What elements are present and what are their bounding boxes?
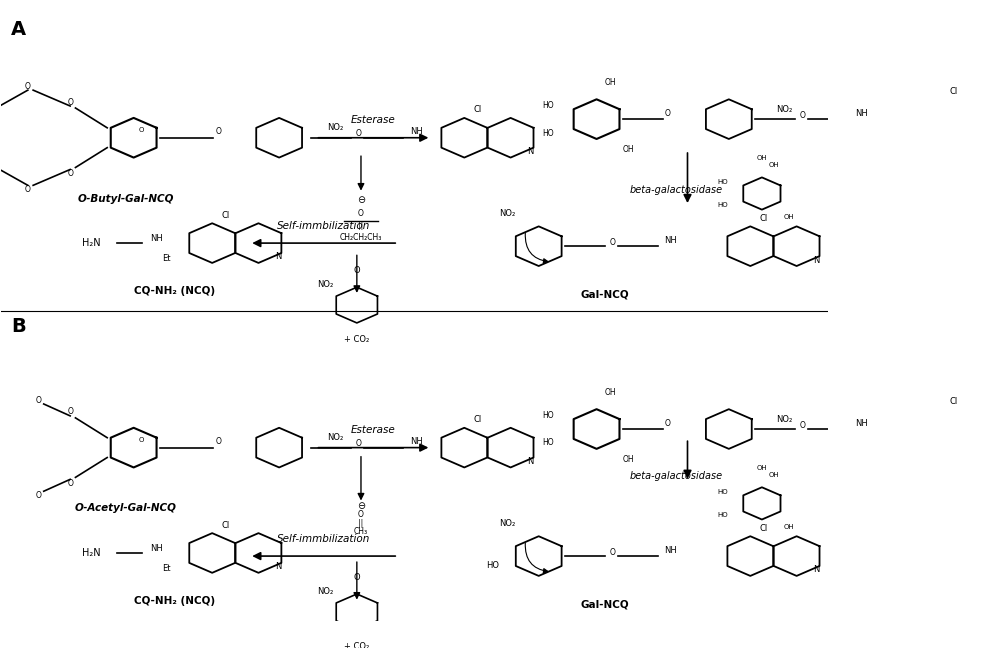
Text: OH: OH [757, 465, 767, 471]
Text: O: O [215, 127, 221, 136]
Text: NO₂: NO₂ [317, 280, 333, 289]
Text: N: N [813, 255, 820, 264]
Text: NO₂: NO₂ [327, 123, 343, 132]
Text: Cl: Cl [759, 214, 768, 223]
Text: O-Acetyl-Gal-NCQ: O-Acetyl-Gal-NCQ [74, 503, 176, 513]
Text: HO: HO [543, 100, 554, 110]
Text: ||: || [358, 519, 364, 528]
Text: NH: NH [150, 234, 163, 242]
Text: O: O [356, 129, 361, 138]
Text: O: O [358, 509, 364, 518]
Text: Esterase: Esterase [351, 115, 396, 125]
Text: O: O [800, 111, 806, 120]
Text: Cl: Cl [473, 415, 482, 424]
Text: N: N [813, 566, 820, 575]
Text: O: O [358, 209, 364, 218]
Text: OH: OH [623, 145, 635, 154]
Text: O: O [354, 573, 360, 582]
Text: ⊖: ⊖ [357, 502, 365, 511]
Text: NH: NH [665, 546, 677, 555]
Text: OH: OH [768, 162, 779, 168]
Text: Cl: Cl [950, 87, 958, 96]
Text: Gal-NCQ: Gal-NCQ [581, 290, 629, 299]
Text: HO: HO [717, 179, 728, 185]
Text: O: O [139, 437, 144, 443]
Text: CH₂CH₂CH₃: CH₂CH₂CH₃ [340, 233, 382, 242]
Text: O: O [67, 479, 73, 488]
Text: N: N [275, 253, 281, 262]
Text: O: O [610, 548, 616, 557]
Text: CQ-NH₂ (NCQ): CQ-NH₂ (NCQ) [134, 286, 216, 297]
Text: NH: NH [665, 236, 677, 245]
Text: OH: OH [768, 472, 779, 478]
Text: HO: HO [486, 561, 499, 570]
Text: H₂N: H₂N [82, 548, 101, 558]
Text: A: A [11, 20, 26, 39]
Text: NH: NH [410, 127, 423, 136]
Text: O: O [610, 238, 616, 247]
Text: NO₂: NO₂ [327, 434, 343, 442]
Text: NH: NH [855, 109, 867, 118]
Text: O: O [800, 421, 806, 430]
Text: N: N [527, 457, 534, 466]
Text: NO₂: NO₂ [317, 587, 333, 596]
Text: O: O [354, 266, 360, 275]
Text: beta-galactosidase: beta-galactosidase [630, 470, 723, 481]
Text: Cl: Cl [950, 397, 958, 406]
Text: O: O [67, 98, 73, 106]
Text: NH: NH [150, 544, 163, 553]
Text: Cl: Cl [221, 521, 230, 529]
Text: Cl: Cl [759, 524, 768, 533]
Text: O: O [25, 82, 31, 91]
Text: B: B [11, 318, 26, 336]
Text: NO₂: NO₂ [499, 519, 515, 528]
Text: Self-immbilization: Self-immbilization [277, 221, 370, 231]
Text: O-Butyl-Gal-NCQ: O-Butyl-Gal-NCQ [77, 194, 174, 203]
Text: OH: OH [605, 388, 616, 397]
Text: H₂N: H₂N [82, 238, 101, 248]
Text: O: O [35, 395, 41, 404]
Text: Et: Et [162, 254, 171, 263]
Text: Esterase: Esterase [351, 425, 396, 435]
Text: NO₂: NO₂ [776, 415, 793, 424]
Text: OH: OH [783, 214, 794, 220]
Text: N: N [275, 562, 281, 572]
Text: HO: HO [717, 202, 728, 208]
Text: OH: OH [783, 524, 794, 530]
Text: O: O [25, 185, 31, 194]
Text: Et: Et [162, 564, 171, 573]
Text: NO₂: NO₂ [499, 209, 515, 218]
Text: beta-galactosidase: beta-galactosidase [630, 185, 723, 196]
Text: O: O [665, 419, 671, 428]
Text: O: O [35, 491, 41, 500]
Text: N: N [527, 147, 534, 156]
Text: ⊖: ⊖ [357, 194, 365, 205]
Text: Cl: Cl [221, 211, 230, 220]
Text: NH: NH [410, 437, 423, 446]
Text: HO: HO [717, 489, 728, 495]
Text: NO₂: NO₂ [776, 105, 793, 114]
Text: HO: HO [543, 128, 554, 137]
Text: Self-immbilization: Self-immbilization [277, 534, 370, 544]
Text: HO: HO [543, 411, 554, 420]
Text: NH: NH [855, 419, 867, 428]
Text: + CO₂: + CO₂ [344, 335, 369, 344]
Text: HO: HO [717, 512, 728, 518]
Text: CH₃: CH₃ [354, 527, 368, 536]
Text: Cl: Cl [473, 106, 482, 115]
Text: OH: OH [757, 156, 767, 161]
Text: O: O [67, 408, 73, 417]
Text: O: O [665, 109, 671, 118]
Text: HO: HO [543, 439, 554, 447]
Text: + CO₂: + CO₂ [344, 642, 369, 648]
Text: ||: || [358, 222, 364, 231]
Text: Gal-NCQ: Gal-NCQ [581, 599, 629, 610]
Text: O: O [139, 127, 144, 133]
Text: OH: OH [605, 78, 616, 87]
Text: O: O [67, 169, 73, 178]
Text: O: O [215, 437, 221, 446]
Text: OH: OH [623, 455, 635, 464]
Text: O: O [356, 439, 361, 448]
Text: CQ-NH₂ (NCQ): CQ-NH₂ (NCQ) [134, 596, 216, 607]
